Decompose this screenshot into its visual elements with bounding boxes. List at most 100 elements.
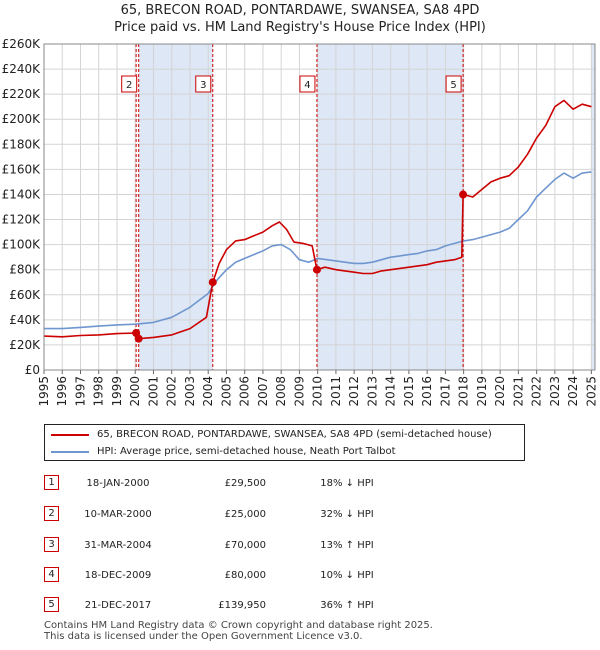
shaded-periods [138,44,595,370]
y-tick-label: £100K [2,238,42,252]
y-tick-label: £220K [2,87,42,101]
x-tick-label: 1995 [37,376,51,407]
sale-number: 4 [44,567,59,582]
x-tick-label: 2014 [384,376,398,407]
y-tick-label: £260K [2,37,42,51]
sale-hpi-diff: 36% ↑ HPI [320,600,374,611]
shaded-range [316,44,464,370]
footer-line-1: Contains HM Land Registry data © Crown c… [44,620,433,631]
plot-frame [43,43,596,371]
y-tick-label: £240K [2,62,42,76]
x-tick-label: 1997 [73,376,87,407]
x-tick-label: 2016 [420,376,434,407]
x-tick-label: 2018 [457,376,471,407]
x-tick-label: 2003 [183,376,197,407]
sale-row-4: 4 18-DEC-2009 £80,000 10% ↓ HPI [0,566,600,586]
x-tick-label: 2019 [475,376,489,407]
x-tick-label: 1998 [92,376,106,407]
y-tick-label: £200K [2,112,42,126]
x-tick-label: 2011 [329,376,343,407]
sale-row-5: 5 21-DEC-2017 £139,950 36% ↑ HPI [0,596,600,616]
sale-hpi-diff: 32% ↓ HPI [320,509,374,520]
sale-row-3: 3 31-MAR-2004 £70,000 13% ↑ HPI [0,536,600,556]
sale-hpi-diff: 18% ↓ HPI [320,478,374,489]
sale-date: 21-DEC-2017 [84,600,152,611]
sale-price: £25,000 [224,509,266,520]
x-axis-ticks: 1995 1996 1997 1998 1999 2000 2001 2002 2003 2004… [37,370,598,407]
sale-number: 1 [44,475,59,490]
y-tick-label: £180K [2,137,42,151]
sale-marker-boxes: 2 3 4 5 [121,75,462,93]
x-tick-label: 2020 [493,376,507,407]
x-tick-label: 2021 [511,376,525,407]
shaded-range [591,44,595,370]
sale-hpi-diff: 10% ↓ HPI [320,570,374,581]
x-tick-label: 2012 [347,376,361,407]
legend-label-property: 65, BRECON ROAD, PONTARDAWE, SWANSEA, SA… [97,429,492,440]
x-tick-label: 2001 [146,376,160,407]
sale-price: £29,500 [224,478,266,489]
sale-marker-box: 5 [445,75,462,93]
y-tick-label: £160K [2,162,42,176]
y-tick-label: £80K [9,263,41,277]
x-tick-label: 1996 [55,376,69,407]
sale-marker-box: 3 [195,75,212,93]
sale-point [312,265,321,274]
y-tick-label: £20K [9,338,41,352]
sale-marker-box-label: 5 [450,80,456,91]
sale-marker-box: 4 [299,75,316,93]
series-line-property [43,99,592,340]
y-tick-label: £40K [9,313,41,327]
x-tick-label: 2008 [274,376,288,407]
x-tick-label: 2000 [128,376,142,407]
sale-marker-box-frame [121,75,138,93]
sale-marker-box: 2 [121,75,138,93]
sale-point [459,190,468,199]
series-lines [43,99,592,340]
sale-marker-box-label: 2 [126,80,132,91]
sale-marker-box-frame [445,75,462,93]
y-tick-label: £60K [9,288,41,302]
x-tick-label: 2010 [311,376,325,407]
legend-label-hpi: HPI: Average price, semi-detached house,… [97,446,396,457]
sale-number: 2 [44,506,59,521]
sale-price: £80,000 [224,570,266,581]
footer: Contains HM Land Registry data © Crown c… [44,620,433,642]
series-line-hpi [44,171,592,330]
x-tick-label: 2024 [566,376,580,407]
price-chart: 2 3 4 5 £0 £20K £40K £60K £80K £100K £120K £140K £1… [2,37,599,407]
sale-point [134,334,143,343]
sale-point [208,278,217,287]
sale-number: 5 [44,597,59,612]
x-tick-label: 2006 [238,376,252,407]
x-tick-label: 2005 [219,376,233,407]
x-tick-label: 2023 [548,376,562,407]
footer-line-2: This data is licensed under the Open Gov… [44,631,363,642]
x-tick-label: 2002 [165,376,179,407]
x-tick-label: 2022 [530,376,544,407]
y-tick-label: £140K [2,187,42,201]
sale-row-2: 2 10-MAR-2000 £25,000 32% ↓ HPI [0,505,600,525]
x-tick-label: 1999 [110,376,124,407]
x-tick-label: 2013 [365,376,379,407]
x-tick-label: 2017 [438,376,452,407]
title-line-1: 65, BRECON ROAD, PONTARDAWE, SWANSEA, SA… [120,3,480,18]
sale-marker-box-frame [195,75,212,93]
sale-date: 31-MAR-2004 [84,540,152,551]
sale-marker-box-label: 4 [304,80,310,91]
y-tick-label: £120K [2,213,42,227]
sale-marker-box-frame [299,75,316,93]
sale-hpi-diff: 13% ↑ HPI [320,540,374,551]
sale-marker-box-label: 3 [200,80,206,91]
chart-title: 65, BRECON ROAD, PONTARDAWE, SWANSEA, SA… [0,2,600,36]
x-tick-label: 2025 [584,376,598,407]
x-tick-label: 2015 [402,376,416,407]
sale-date: 18-JAN-2000 [86,478,150,489]
title-line-2: Price paid vs. HM Land Registry's House … [114,20,486,35]
sale-number: 3 [44,537,59,552]
legend: 65, BRECON ROAD, PONTARDAWE, SWANSEA, SA… [44,424,525,461]
y-tick-label: £0 [25,363,40,377]
x-tick-label: 2007 [256,376,270,407]
sale-price: £139,950 [218,600,266,611]
sale-points [132,190,468,343]
